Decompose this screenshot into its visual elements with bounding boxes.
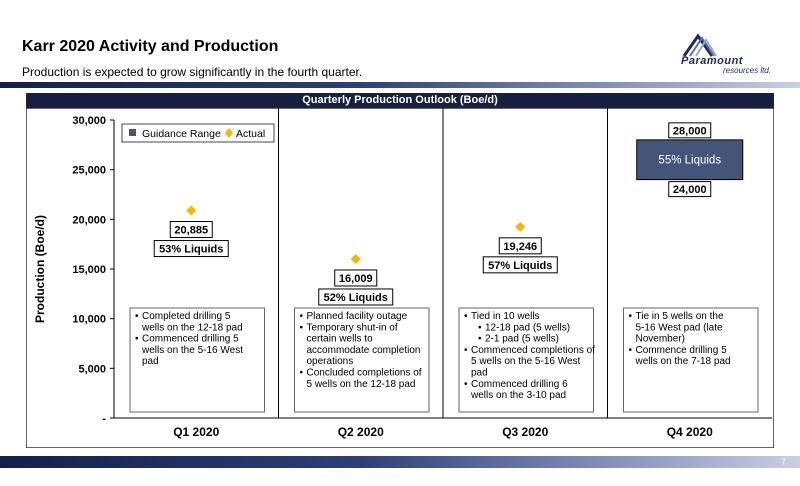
note-text: pad — [471, 368, 488, 379]
actual-value-label-box — [334, 269, 378, 287]
y-tick-label: 10,000 — [72, 314, 106, 326]
note-text: Completed drilling 5 — [142, 311, 231, 322]
guidance-low-label-box — [668, 181, 712, 198]
notes-box — [458, 307, 594, 413]
note-text: 5 wells on the 5-16 West — [471, 356, 581, 367]
note-text: Commenced drilling 5 — [142, 334, 239, 345]
actual-point — [186, 205, 197, 216]
note-bullet: • — [478, 334, 482, 345]
actual-point — [350, 253, 361, 264]
note-bullet: • — [464, 311, 468, 322]
note-bullet: • — [478, 322, 482, 333]
note-text: wells on the 7-18 pad — [635, 356, 731, 367]
note-bullet: • — [300, 322, 304, 333]
note-bullet: • — [629, 311, 633, 322]
notes-box — [294, 307, 430, 413]
y-tick-label: 25,000 — [72, 165, 106, 177]
x-tick-label: Q2 2020 — [338, 425, 384, 439]
production-chart: - 5,000 10,000 15,000 20,000 25,000 30,000 Prod… — [26, 108, 774, 448]
liquids-label-box — [482, 256, 558, 274]
note-text: operations — [307, 356, 354, 367]
note-bullet: • — [135, 334, 139, 345]
notes-box — [623, 307, 759, 413]
liquids-label-box — [153, 240, 229, 258]
guidance-high-label: 28,000 — [673, 125, 707, 137]
legend-actual-swatch — [225, 128, 233, 138]
guidance-range-bar — [636, 139, 744, 181]
legend-guidance-label: Guidance Range — [142, 128, 221, 140]
liquids-label: 53% Liquids — [159, 244, 223, 256]
liquids-label: 57% Liquids — [488, 260, 552, 272]
note-text: accommodate completion — [307, 345, 421, 356]
note-text: Commenced completions of — [471, 345, 595, 356]
y-tick-label: 20,000 — [72, 214, 106, 226]
x-tick-label: Q3 2020 — [502, 425, 548, 439]
note-text: Temporary shut-in of — [307, 322, 398, 333]
page-subtitle: Production is expected to grow significa… — [22, 65, 363, 79]
logo-subtext: resources ltd. — [723, 66, 772, 75]
y-tick-label: 5,000 — [78, 363, 106, 375]
page-number: 7 — [780, 457, 786, 467]
legend-actual-label: Actual — [236, 128, 265, 140]
note-text: 5 wells on the 12-18 pad — [307, 379, 416, 390]
guidance-high-label-box — [668, 122, 712, 139]
company-logo — [682, 33, 717, 57]
legend: Guidance Range Actual — [121, 123, 275, 143]
note-text: Tied in 10 wells — [471, 311, 540, 322]
note-text: Tie in 5 wells on the — [636, 311, 724, 322]
note-text: certain wells to — [307, 334, 374, 345]
note-bullet: • — [629, 345, 633, 356]
note-text: 5-16 West pad (late — [636, 322, 724, 333]
note-bullet: • — [464, 379, 468, 390]
note-text: wells on the 3-10 pad — [470, 390, 566, 401]
actual-value-label: 19,246 — [503, 241, 537, 253]
guidance-low-label: 24,000 — [673, 184, 707, 196]
header-rule — [0, 82, 800, 88]
note-text: pad — [142, 356, 159, 367]
note-text: Commence drilling 5 — [636, 345, 728, 356]
note-bullet: • — [300, 368, 304, 379]
note-text: Concluded completions of — [307, 368, 422, 379]
note-bullet: • — [300, 311, 304, 322]
liquids-label: 52% Liquids — [324, 292, 388, 304]
legend-box — [121, 123, 275, 143]
note-text: Planned facility outage — [307, 311, 408, 322]
note-text: 12-18 pad (5 wells) — [485, 322, 570, 333]
note-bullet: • — [464, 345, 468, 356]
note-text: November) — [636, 334, 685, 345]
y-tick-label: 15,000 — [72, 264, 106, 276]
page-title: Karr 2020 Activity and Production — [22, 38, 279, 55]
guidance-liquids-label: 55% Liquids — [658, 155, 721, 167]
actual-value-label-box — [169, 221, 213, 239]
x-tick-label: Q1 2020 — [173, 425, 219, 439]
note-text: wells on the 12-18 pad — [141, 322, 243, 333]
actual-value-label: 20,885 — [174, 225, 208, 237]
footer-rule — [0, 456, 800, 468]
chart-title: Quarterly Production Outlook (Boe/d) — [26, 93, 774, 108]
liquids-label-box — [318, 288, 394, 306]
actual-value-label: 16,009 — [339, 273, 373, 285]
actual-value-label-box — [498, 237, 542, 255]
y-tick-label: 30,000 — [72, 115, 106, 127]
legend-guidance-swatch — [129, 129, 136, 136]
note-text: wells on the 5-16 West — [141, 345, 243, 356]
x-tick-label: Q4 2020 — [667, 425, 713, 439]
note-text: 2-1 pad (5 wells) — [485, 334, 559, 345]
y-tick-label: - — [102, 413, 106, 425]
note-text: Commenced drilling 6 — [471, 379, 568, 390]
note-bullet: • — [135, 311, 139, 322]
notes-box — [129, 307, 265, 413]
y-axis-label: Production (Boe/d) — [33, 215, 47, 323]
actual-point — [515, 221, 526, 232]
logo-name: Paramount — [681, 55, 743, 67]
